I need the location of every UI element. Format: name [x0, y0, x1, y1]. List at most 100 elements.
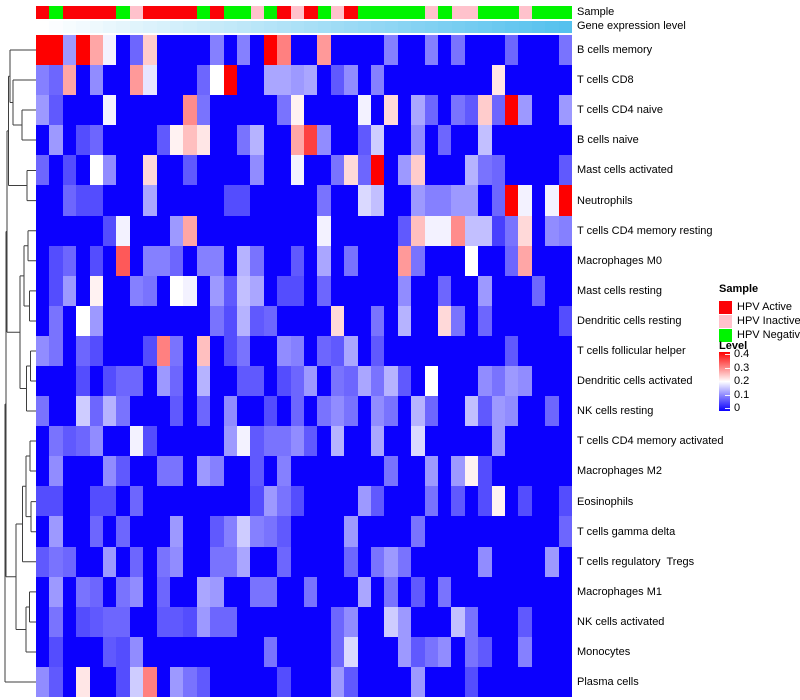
heatmap-cell: [236, 65, 251, 96]
heatmap-cell: [62, 456, 77, 487]
heatmap-cell: [451, 125, 465, 156]
heatmap-cell: [116, 486, 130, 517]
heatmap-cell: [89, 305, 103, 336]
heatmap-cell: [464, 486, 479, 517]
heatmap-cell: [263, 606, 278, 637]
heatmap-cell: [504, 215, 519, 246]
heatmap-cell: [236, 35, 251, 66]
heatmap-cell: [49, 456, 63, 487]
heatmap-cell: [290, 245, 304, 276]
heatmap-cell: [277, 396, 291, 427]
heatmap-cell: [290, 95, 304, 126]
level-tick-mark: [725, 408, 730, 409]
heatmap-cell: [344, 185, 358, 216]
heatmap-cell: [384, 275, 398, 306]
heatmap-cell: [236, 125, 251, 156]
heatmap-cell: [531, 456, 546, 487]
heatmap-cell: [330, 245, 345, 276]
heatmap-cell: [102, 576, 117, 607]
heatmap-cell: [277, 275, 291, 306]
heatmap-cell: [478, 215, 492, 246]
heatmap-cell: [36, 636, 50, 667]
heatmap-cell: [491, 636, 505, 667]
heatmap-cell: [411, 426, 425, 457]
heatmap-cell: [518, 666, 532, 697]
heatmap-cell: [357, 335, 371, 366]
heatmap-cell: [330, 366, 345, 397]
heatmap-cell: [411, 576, 425, 607]
heatmap-cell: [437, 65, 452, 96]
heatmap-cell: [518, 396, 532, 427]
heatmap-cell: [384, 95, 398, 126]
heatmap-cell: [478, 486, 492, 517]
heatmap-cell: [504, 185, 519, 216]
heatmap-cell: [451, 35, 465, 66]
heatmap-cell: [250, 305, 264, 336]
heatmap-cell: [183, 305, 197, 336]
heatmap-cell: [156, 215, 170, 246]
expression-annotation-cell: [532, 21, 546, 33]
heatmap-cell: [183, 245, 197, 276]
heatmap-cell: [317, 486, 331, 517]
heatmap-cell: [491, 275, 505, 306]
heatmap-cell: [411, 666, 425, 697]
heatmap-cell: [62, 95, 77, 126]
heatmap-cell: [303, 636, 318, 667]
heatmap-cell: [384, 245, 398, 276]
heatmap-cell: [290, 426, 304, 457]
heatmap-cell: [370, 516, 385, 547]
heatmap-cell: [491, 666, 505, 697]
heatmap-cell: [156, 335, 170, 366]
heatmap-cell: [210, 95, 224, 126]
sample-annotation-cell: [397, 6, 412, 19]
heatmap-cell: [183, 275, 197, 306]
heatmap-cell: [317, 245, 331, 276]
heatmap-cell: [250, 666, 264, 697]
heatmap-cell: [478, 546, 492, 577]
heatmap-cell: [384, 546, 398, 577]
heatmap-cell: [384, 486, 398, 517]
heatmap-cell: [518, 155, 532, 186]
heatmap-cell: [129, 666, 144, 697]
heatmap-cell: [277, 606, 291, 637]
heatmap-cell: [36, 95, 50, 126]
heatmap-cell: [129, 185, 144, 216]
heatmap-cell: [169, 215, 184, 246]
row-label: Mast cells activated: [577, 164, 673, 177]
heatmap-cell: [504, 396, 519, 427]
heatmap-cell: [451, 155, 465, 186]
heatmap-cell: [545, 185, 559, 216]
heatmap-cell: [36, 576, 50, 607]
heatmap-cell: [156, 366, 170, 397]
heatmap-cell: [397, 666, 412, 697]
heatmap-cell: [531, 666, 546, 697]
heatmap-cell: [223, 185, 237, 216]
heatmap-cell: [116, 95, 130, 126]
heatmap-cell: [102, 35, 117, 66]
heatmap-cell: [411, 456, 425, 487]
heatmap-cell: [223, 245, 237, 276]
heatmap-cell: [143, 546, 157, 577]
heatmap-cell: [558, 335, 572, 366]
heatmap-cell: [397, 546, 412, 577]
heatmap-cell: [303, 95, 318, 126]
heatmap-cell: [451, 275, 465, 306]
heatmap-cell: [62, 666, 77, 697]
heatmap-cell: [303, 275, 318, 306]
heatmap-cell: [89, 35, 103, 66]
heatmap-cell: [143, 366, 157, 397]
heatmap-cell: [424, 335, 438, 366]
expression-annotation-cell: [237, 21, 251, 33]
row-label: T cells CD4 naive: [577, 104, 663, 117]
heatmap-cell: [223, 35, 237, 66]
heatmap-cell: [545, 125, 559, 156]
heatmap-cell: [290, 335, 304, 366]
heatmap-cell: [437, 396, 452, 427]
heatmap-cell: [277, 215, 291, 246]
heatmap-cell: [62, 546, 77, 577]
heatmap-cell: [424, 245, 438, 276]
heatmap-cell: [437, 335, 452, 366]
heatmap-cell: [411, 546, 425, 577]
heatmap-cell: [370, 576, 385, 607]
heatmap-cell: [196, 546, 211, 577]
